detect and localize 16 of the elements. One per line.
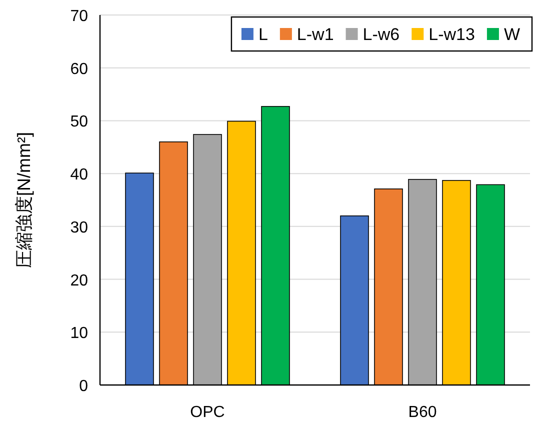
legend-label: W	[504, 25, 520, 44]
legend-label: L-w1	[296, 25, 334, 44]
y-tick-label: 20	[70, 272, 88, 290]
y-tick-label: 50	[70, 114, 88, 131]
x-tick-label: B60	[408, 404, 437, 421]
x-tick-label: OPC	[190, 404, 225, 421]
legend-label: L-w6	[362, 25, 400, 44]
y-tick-label: 0	[79, 378, 88, 395]
y-tick-label: 60	[70, 60, 88, 78]
y-axis-title: 圧縮強度[N/mm²]	[14, 132, 34, 268]
y-tick-label: 40	[70, 166, 88, 184]
y-tick-label: 10	[70, 325, 88, 342]
y-tick-label: 70	[70, 8, 88, 25]
legend-label: L	[258, 25, 268, 44]
y-tick-label: 30	[70, 219, 88, 236]
legend-label: L-w13	[428, 25, 475, 44]
